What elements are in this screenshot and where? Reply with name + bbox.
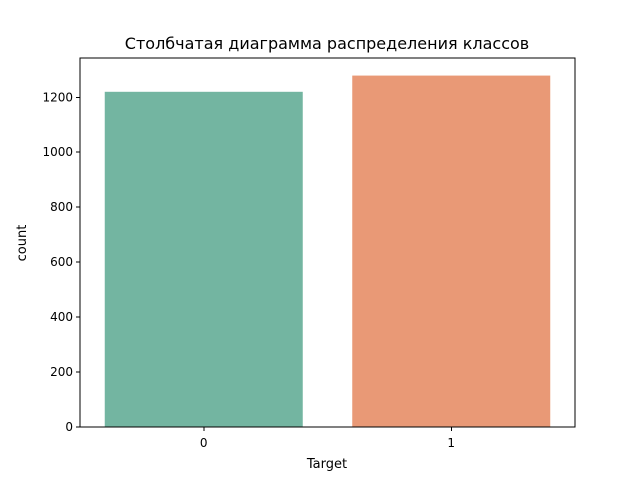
bar-1 xyxy=(352,75,551,427)
y-tick-label: 400 xyxy=(50,310,73,324)
chart-title: Столбчатая диаграмма распределения класс… xyxy=(125,34,529,53)
y-axis-label: count xyxy=(15,225,30,262)
y-axis-ticks: 0 200 400 600 800 1000 1200 xyxy=(42,90,80,434)
y-tick-label: 600 xyxy=(50,255,73,269)
x-tick-label: 0 xyxy=(200,436,208,450)
y-tick-label: 200 xyxy=(50,365,73,379)
x-axis-label: Target xyxy=(306,457,347,472)
x-tick-label: 1 xyxy=(447,436,455,450)
y-tick-label: 1000 xyxy=(42,145,73,159)
y-tick-label: 0 xyxy=(65,420,73,434)
plot-frame xyxy=(79,57,576,428)
bar-0 xyxy=(104,91,303,428)
y-tick-label: 800 xyxy=(50,200,73,214)
bars xyxy=(104,75,551,428)
y-tick-label: 1200 xyxy=(42,90,73,104)
